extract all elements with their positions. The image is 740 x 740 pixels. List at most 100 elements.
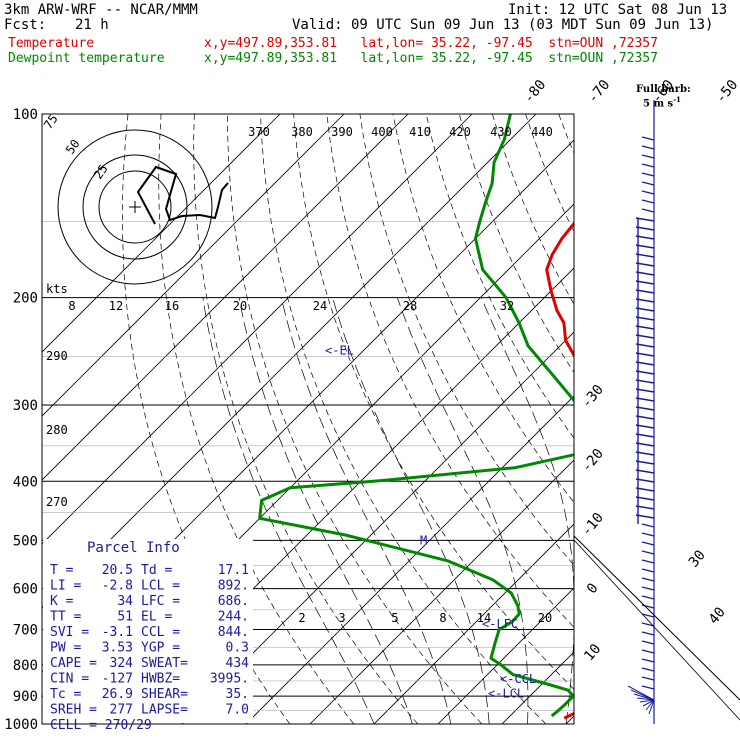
moist-adiabat-line — [481, 297, 574, 724]
wind-barb — [641, 649, 655, 654]
wind-speed-label: 30 — [686, 547, 709, 570]
pressure-tick-label: 200 — [13, 291, 38, 307]
parcel-info-title: Parcel Info — [87, 540, 180, 556]
parcel-info-value: 277 — [110, 703, 133, 718]
legend-dewpoint-info: x,y=497.89,353.81 lat,lon= 35.22, -97.45… — [204, 51, 658, 66]
plot-frame — [41, 113, 575, 725]
pressure-tick-label: 600 — [13, 582, 38, 598]
wind-barb — [641, 658, 655, 663]
parcel-marker-label: <-LCL — [488, 687, 524, 701]
parcel-info-key: EL = — [141, 610, 172, 625]
wind-barb — [641, 667, 655, 672]
legend-dewpoint-name: Dewpoint temperature — [8, 51, 165, 66]
legend-temperature-info: x,y=497.89,353.81 lat,lon= 35.22, -97.45… — [204, 36, 658, 51]
mixing-ratio-label: 12 — [109, 299, 123, 313]
theta-label: 280 — [46, 423, 68, 437]
theta-e-label: 370 — [248, 125, 270, 139]
isotherm-line — [42, 114, 537, 609]
wind-barb — [635, 424, 655, 429]
parcel-info-key: LCL = — [141, 579, 180, 594]
theta-e-label: 400 — [371, 125, 393, 139]
wind-barb — [639, 699, 655, 703]
wind-barb — [635, 406, 655, 411]
wind-barb — [635, 244, 655, 249]
parcel-info-value: 51 — [117, 610, 133, 625]
wind-barb — [635, 262, 655, 267]
wind-barb — [635, 442, 655, 447]
isotherm-line — [42, 114, 345, 417]
wind-barb — [635, 298, 655, 303]
parcel-info-key: LFC = — [141, 594, 180, 609]
wind-barb — [641, 586, 655, 591]
wind-barb — [642, 699, 655, 707]
parcel-marker-label: M — [420, 533, 427, 547]
parcel-info-key: K = — [50, 594, 74, 609]
pressure-tick-label: 800 — [13, 658, 38, 674]
hodograph-ring-label: 75 — [41, 112, 61, 132]
parcel-info-key: T = — [50, 563, 74, 578]
hodograph-ring-label: 50 — [63, 137, 83, 157]
wind-barb — [635, 271, 655, 276]
parcel-info-key: LAPSE= — [141, 703, 188, 718]
model-title: 3km ARW-WRF -- NCAR/MMM — [4, 2, 198, 18]
wind-barb — [635, 478, 655, 483]
parcel-marker-label: <-CCL — [500, 672, 536, 686]
parcel-info-value: -2.8 — [102, 579, 133, 594]
wind-barb — [641, 676, 655, 681]
wind-barb — [648, 699, 655, 715]
parcel-info-key: SWEAT= — [141, 656, 188, 671]
parcel-info-cell: CELL = 270/29 — [50, 718, 152, 733]
moist-adiabat-line — [332, 297, 490, 724]
pressure-tick-label: 400 — [13, 474, 38, 490]
dry-adiabat-line — [658, 114, 740, 724]
wind-barb — [641, 550, 655, 555]
isotherm-label: 10 — [581, 641, 604, 664]
dry-adiabat-line — [592, 114, 740, 724]
hodograph-trace — [136, 165, 229, 225]
dry-adiabat-line — [691, 114, 740, 724]
dry-adiabat-line — [558, 114, 574, 155]
wind-barb — [635, 496, 655, 501]
theta-e-label: 440 — [531, 125, 553, 139]
pressure-tick-label: 900 — [13, 689, 38, 705]
wind-barb — [641, 208, 655, 213]
mixing-ratio-label: 5 — [391, 611, 398, 625]
dry-adiabat-line — [227, 114, 483, 724]
wind-barb — [635, 289, 655, 294]
parcel-info-value: -3.1 — [102, 625, 133, 640]
wind-barb — [635, 280, 655, 285]
wind-barb — [635, 316, 655, 321]
pressure-tick-label: 1000 — [4, 717, 38, 733]
isotherm-label: 0 — [584, 580, 602, 597]
wind-barb — [635, 514, 655, 519]
hodograph-units-label: kts — [46, 282, 68, 296]
wind-barb — [635, 415, 655, 420]
pressure-tick-label: 100 — [13, 107, 38, 123]
dry-adiabat-line — [326, 114, 574, 628]
isotherm-line — [437, 587, 574, 724]
isotherm-line — [181, 331, 574, 724]
parcel-info-value: 17.1 — [218, 563, 249, 578]
wind-barb — [635, 307, 655, 312]
mixing-ratio-label: 24 — [313, 299, 327, 313]
wind-barb — [641, 622, 655, 627]
valid-time: Valid: 09 UTC Sun 09 Jun 13 (03 MDT Sun … — [292, 17, 714, 33]
isotherm-line — [694, 114, 740, 724]
isotherm-label: -10 — [579, 510, 608, 540]
wind-barb — [641, 559, 655, 564]
hodograph-ring — [82, 154, 188, 260]
wind-barb — [641, 199, 655, 204]
isotherm-label: -20 — [579, 446, 608, 476]
mixing-ratio-label: 20 — [538, 611, 552, 625]
dry-adiabat-line — [425, 114, 574, 439]
mixing-ratio-label: 28 — [403, 299, 417, 313]
dry-adiabat-line — [724, 114, 740, 724]
wind-barb — [635, 379, 655, 384]
isotherm-line — [42, 114, 473, 545]
wind-barb — [641, 595, 655, 600]
hodograph-ring — [57, 129, 213, 285]
moist-adiabat-line — [202, 297, 375, 724]
wind-barb — [635, 217, 655, 222]
parcel-info-key: PW = — [50, 641, 81, 656]
